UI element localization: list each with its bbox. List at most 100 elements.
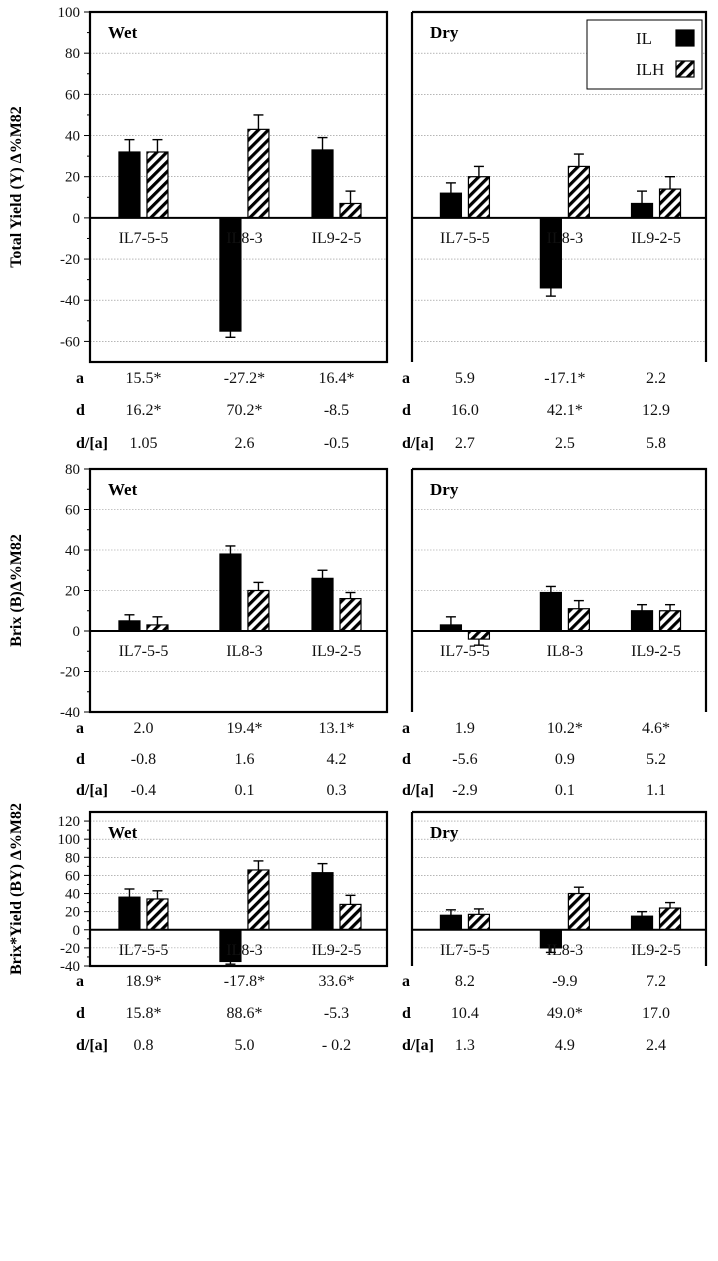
stat-value: 13.1* [319, 720, 355, 737]
bar-ilh-il9-2-5 [658, 907, 682, 931]
y-tick-label: 80 [65, 462, 80, 478]
y-tick-label: 40 [65, 887, 80, 903]
y-tick-label: -40 [60, 705, 80, 721]
stat-row-label: a [76, 370, 84, 387]
bar-ilh-il7-5-5 [146, 151, 169, 219]
category-label: IL8-3 [547, 942, 583, 959]
panel-wet: Wet IL7-5-5 IL8-3 IL9-2-5 a 15.5* -27.2* 16.4* d… [76, 10, 389, 452]
y-tick-label: 20 [65, 905, 80, 921]
chart-row-2: Brix (B)Δ%M82 -40 -20 0 20 40 60 80 Wet IL7-5-5 IL… [8, 462, 708, 799]
category-label: IL8-3 [547, 230, 583, 247]
stat-row-label: d/[a] [76, 782, 108, 799]
stat-value: 16.4* [319, 370, 355, 387]
stat-value: 15.8* [125, 1005, 161, 1022]
category-label: IL7-5-5 [440, 942, 490, 959]
stat-value: -0.5 [324, 435, 349, 452]
y-tick-label: 0 [73, 624, 81, 640]
legend-label: ILH [636, 60, 664, 79]
stat-value: 33.6* [319, 973, 355, 990]
stat-value: 1.3 [455, 1037, 475, 1054]
stat-row-label: d [402, 402, 411, 419]
condition-title: Dry [430, 23, 459, 42]
category-label: IL8-3 [226, 643, 262, 660]
stat-value: 70.2* [226, 402, 262, 419]
panel-frame [88, 810, 389, 968]
stat-row-label: d/[a] [76, 435, 108, 452]
y-tick-label: 40 [65, 543, 80, 559]
stat-value: -17.1* [544, 370, 585, 387]
stat-row-label: a [402, 973, 410, 990]
y-tick-label: -20 [60, 252, 80, 268]
bar-il-il7-5-5 [439, 192, 463, 219]
bar-ilh-il8-3 [247, 589, 270, 632]
bar-ilh-il8-3 [247, 869, 270, 931]
y-axis-label: Brix (B)Δ%M82 [8, 534, 25, 647]
bar-ilh-il9-2-5 [339, 597, 362, 632]
stat-value: 4.2 [327, 751, 347, 768]
y-tick-label: 20 [65, 170, 80, 186]
y-tick-label: 20 [65, 584, 80, 600]
y-tick-label: 80 [65, 46, 80, 62]
stat-row-label: d [402, 1005, 411, 1022]
legend-swatch-ilh [675, 60, 695, 78]
stat-value: 16.2* [125, 402, 161, 419]
y-tick-label: 40 [65, 129, 80, 145]
panel-frame [88, 467, 389, 714]
stat-value: 1.1 [646, 782, 666, 799]
condition-title: Wet [108, 480, 138, 499]
stat-value: 42.1* [547, 402, 583, 419]
y-tick-label: 60 [65, 503, 80, 519]
y-axis-label: Brix*Yield (BY) Δ%M82 [8, 803, 25, 975]
stat-value: 2.7 [455, 435, 475, 452]
stat-row-label: d/[a] [402, 435, 434, 452]
y-tick-label: 0 [73, 923, 81, 939]
stat-value: -9.9 [552, 973, 577, 990]
bar-il-il7-5-5 [118, 620, 141, 632]
y-tick-label: -40 [60, 959, 80, 975]
category-label: IL7-5-5 [119, 643, 169, 660]
bar-il-il8-3 [539, 217, 562, 289]
stat-row-label: d/[a] [402, 1037, 434, 1054]
stat-value: 5.2 [646, 751, 666, 768]
stat-row-label: a [76, 720, 84, 737]
stat-value: -2.9 [452, 782, 477, 799]
chart-row-3: Brix*Yield (BY) Δ%M82 -40 -20 0 20 40 60 80 100 1… [8, 803, 708, 1054]
stat-value: 0.1 [234, 782, 254, 799]
stat-value: 1.6 [234, 751, 254, 768]
y-tick-label: 100 [58, 832, 81, 848]
stat-row-label: d [76, 751, 85, 768]
stat-value: -0.4 [131, 782, 156, 799]
stat-row-label: a [402, 720, 410, 737]
stat-value: 0.8 [133, 1037, 153, 1054]
stat-value: 15.5* [125, 370, 161, 387]
stat-value: -5.6 [452, 751, 477, 768]
bar-ilh-il7-5-5 [146, 898, 169, 931]
y-tick-label: 80 [65, 850, 80, 866]
bar-ilh-il7-5-5 [467, 913, 491, 931]
stat-value: 2.6 [234, 435, 254, 452]
stat-value: -5.3 [324, 1005, 349, 1022]
stat-value: 1.05 [129, 435, 157, 452]
stat-value: -27.2* [224, 370, 265, 387]
category-label: IL8-3 [226, 942, 262, 959]
stat-value: 0.3 [327, 782, 347, 799]
y-tick-label: 0 [73, 211, 81, 227]
stat-value: 0.1 [555, 782, 575, 799]
y-tick-label: -40 [60, 293, 80, 309]
condition-title: Dry [430, 823, 459, 842]
stat-value: 18.9* [125, 973, 161, 990]
panel-frame [88, 10, 389, 364]
category-label: IL7-5-5 [119, 942, 169, 959]
bar-ilh-il7-5-5 [467, 176, 491, 219]
condition-title: Wet [108, 823, 138, 842]
stat-value: 2.0 [133, 720, 153, 737]
y-tick-label: 100 [58, 5, 81, 21]
stat-row-label: d/[a] [402, 782, 434, 799]
legend-swatch-il [675, 29, 695, 47]
condition-title: Wet [108, 23, 138, 42]
stat-value: 5.8 [646, 435, 666, 452]
stat-value: -0.8 [131, 751, 156, 768]
bar-il-il9-2-5 [630, 915, 654, 931]
category-label: IL9-2-5 [312, 643, 362, 660]
bar-il-il8-3 [219, 553, 242, 632]
